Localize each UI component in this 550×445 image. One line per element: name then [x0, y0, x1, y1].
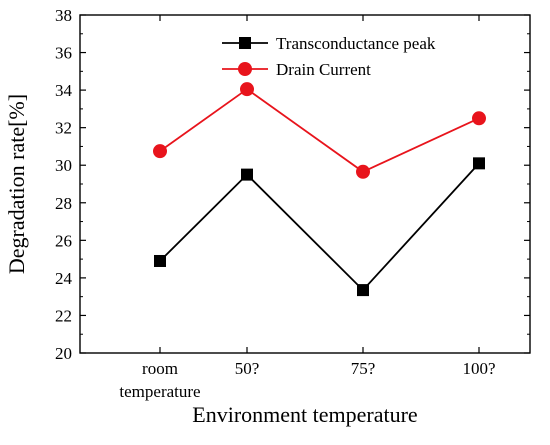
y-tick-label: 36 [55, 44, 72, 63]
y-axis: 20 22 24 26 28 30 32 34 36 38 [55, 6, 530, 363]
data-point-square [473, 157, 485, 170]
series-line-1 [159, 162, 480, 292]
y-tick-label: 30 [55, 156, 72, 175]
series-line-2 [159, 88, 480, 173]
y-tick-label: 28 [55, 194, 72, 213]
x-tick-label: 100? [462, 359, 495, 378]
data-point-square [154, 254, 166, 267]
x-tick-label: room [142, 359, 178, 378]
data-point-square [357, 284, 369, 297]
legend-label: Transconductance peak [276, 34, 436, 53]
series-layer [153, 82, 486, 297]
y-tick-label: 22 [55, 306, 72, 325]
y-tick-label: 34 [55, 81, 73, 100]
x-axis-title: Environment temperature [192, 402, 417, 427]
x-tick-label: 75? [351, 359, 376, 378]
legend-label: Drain Current [276, 60, 371, 79]
x-tick-label: 50? [235, 359, 260, 378]
legend-marker-square [239, 37, 251, 49]
y-tick-label: 32 [55, 119, 72, 138]
x-tick-label: temperature [119, 382, 200, 401]
y-tick-label: 26 [55, 231, 72, 250]
data-point-circle [153, 144, 167, 159]
y-axis-title: Degradation rate[%] [4, 94, 29, 274]
data-point-circle [356, 164, 370, 179]
y-tick-label: 24 [55, 269, 73, 288]
data-point-circle [472, 111, 486, 126]
y-tick-label: 20 [55, 344, 72, 363]
y-tick-label: 38 [55, 6, 72, 25]
data-point-square [241, 168, 253, 181]
data-point-circle [240, 82, 254, 97]
legend: Transconductance peak Drain Current [222, 34, 436, 79]
x-axis: room temperature 50? 75? 100? [119, 15, 496, 401]
legend-marker-circle [238, 62, 252, 76]
